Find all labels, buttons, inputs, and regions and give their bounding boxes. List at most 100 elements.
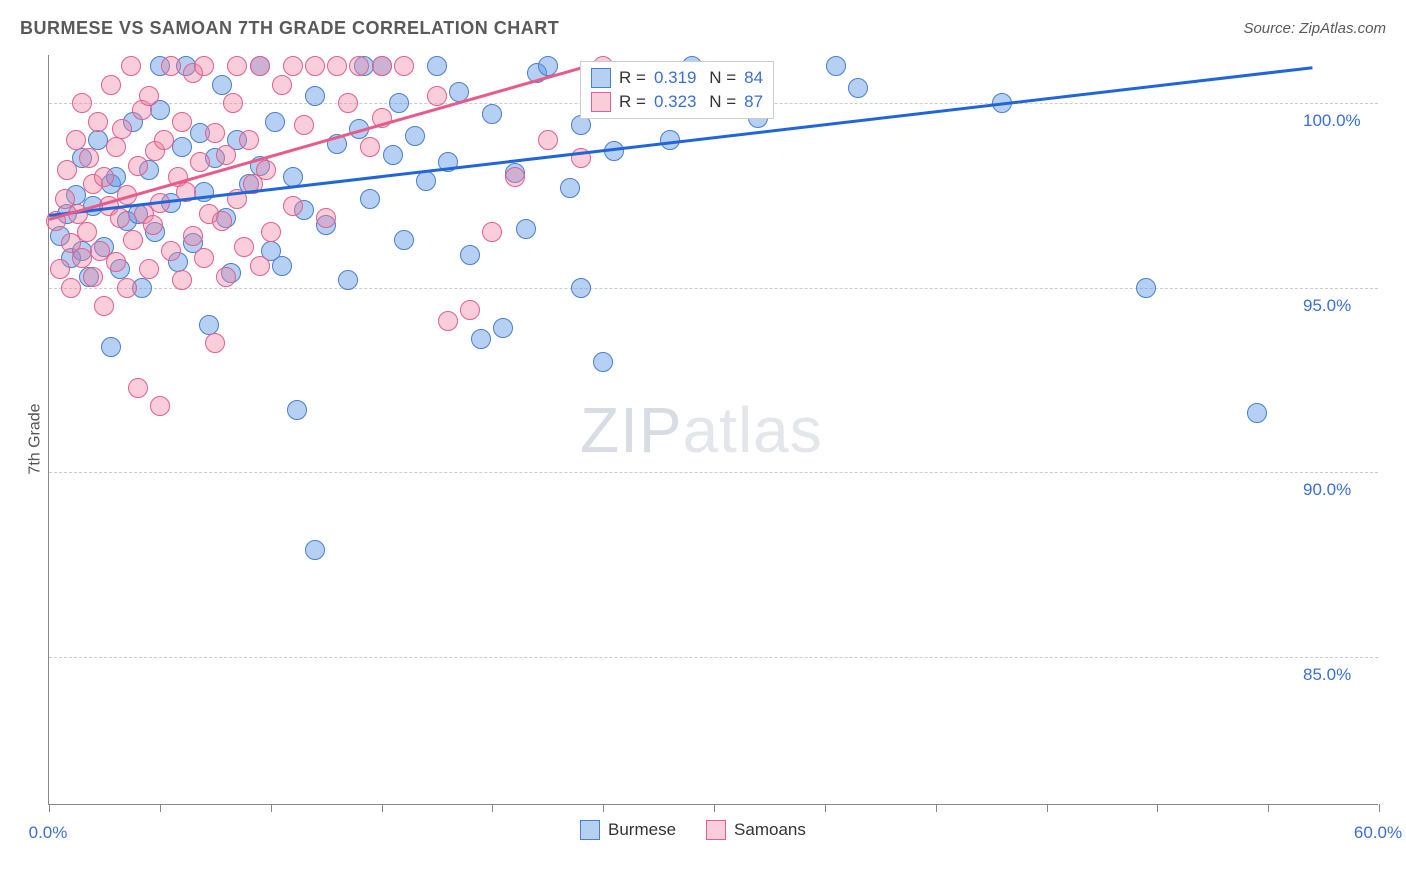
y-tick-label: 90.0% [1303,480,1351,500]
data-point [66,130,86,150]
y-tick-label: 100.0% [1303,111,1361,131]
data-point [79,148,99,168]
n-value: 87 [744,92,763,112]
y-tick-label: 95.0% [1303,296,1351,316]
data-point [106,252,126,272]
n-value: 84 [744,68,763,88]
data-point [117,278,137,298]
data-point [283,56,303,76]
data-point [305,56,325,76]
chart-legend: Burmese Samoans [580,820,806,840]
data-point [493,318,513,338]
data-point [848,78,868,98]
data-point [427,86,447,106]
data-point [250,56,270,76]
data-point [72,93,92,113]
data-point [190,152,210,172]
x-tick [936,804,937,812]
data-point [239,130,259,150]
data-point [383,145,403,165]
y-axis-label: 7th Grade [27,403,45,474]
data-point [349,56,369,76]
data-point [183,226,203,246]
data-point [327,56,347,76]
x-tick [1047,804,1048,812]
legend-label: Burmese [608,820,676,840]
data-point [338,270,358,290]
data-point [427,56,447,76]
data-point [57,160,77,180]
gridline [49,657,1378,658]
data-point [154,130,174,150]
data-point [194,56,214,76]
data-point [223,93,243,113]
data-point [143,215,163,235]
data-point [261,222,281,242]
data-point [205,333,225,353]
data-point [212,75,232,95]
data-point [121,56,141,76]
data-point [199,315,219,335]
data-point [482,104,502,124]
data-point [360,189,380,209]
data-point [83,267,103,287]
data-point [94,296,114,316]
x-tick [1268,804,1269,812]
data-point [305,540,325,560]
x-tick [825,804,826,812]
data-point [227,56,247,76]
data-point [372,56,392,76]
data-point [88,112,108,132]
data-point [250,256,270,276]
data-point [394,230,414,250]
legend-item: Samoans [706,820,806,840]
data-point [50,259,70,279]
x-tick [49,804,50,812]
stats-row: R =0.323 N =87 [591,90,763,114]
data-point [216,267,236,287]
x-tick [271,804,272,812]
legend-label: Samoans [734,820,806,840]
data-point [294,115,314,135]
chart-source: Source: ZipAtlas.com [1243,20,1386,37]
data-point [538,130,558,150]
data-point [112,119,132,139]
data-point [212,211,232,231]
x-tick [603,804,604,812]
data-point [94,167,114,187]
data-point [316,208,336,228]
data-point [287,400,307,420]
data-point [283,196,303,216]
data-point [482,222,502,242]
x-tick [382,804,383,812]
data-point [405,126,425,146]
data-point [560,178,580,198]
data-point [110,208,130,228]
data-point [571,278,591,298]
data-point [826,56,846,76]
data-point [101,337,121,357]
data-point [216,145,236,165]
stats-row: R =0.319 N =84 [591,66,763,90]
data-point [1247,403,1267,423]
y-tick-label: 85.0% [1303,665,1351,685]
data-point [338,93,358,113]
r-value: 0.323 [654,92,697,112]
data-point [161,241,181,261]
gridline [49,288,1378,289]
chart-header: BURMESE VS SAMOAN 7TH GRADE CORRELATION … [20,18,1386,39]
series-swatch [591,92,611,112]
data-point [460,245,480,265]
x-tick [492,804,493,812]
chart-title: BURMESE VS SAMOAN 7TH GRADE CORRELATION … [20,18,559,39]
data-point [272,256,292,276]
data-point [172,137,192,157]
correlation-stats-box: R =0.319 N =84R =0.323 N =87 [580,61,774,119]
data-point [389,93,409,113]
data-point [234,237,254,257]
gridline [49,472,1378,473]
data-point [394,56,414,76]
data-point [360,137,380,157]
data-point [77,222,97,242]
data-point [460,300,480,320]
